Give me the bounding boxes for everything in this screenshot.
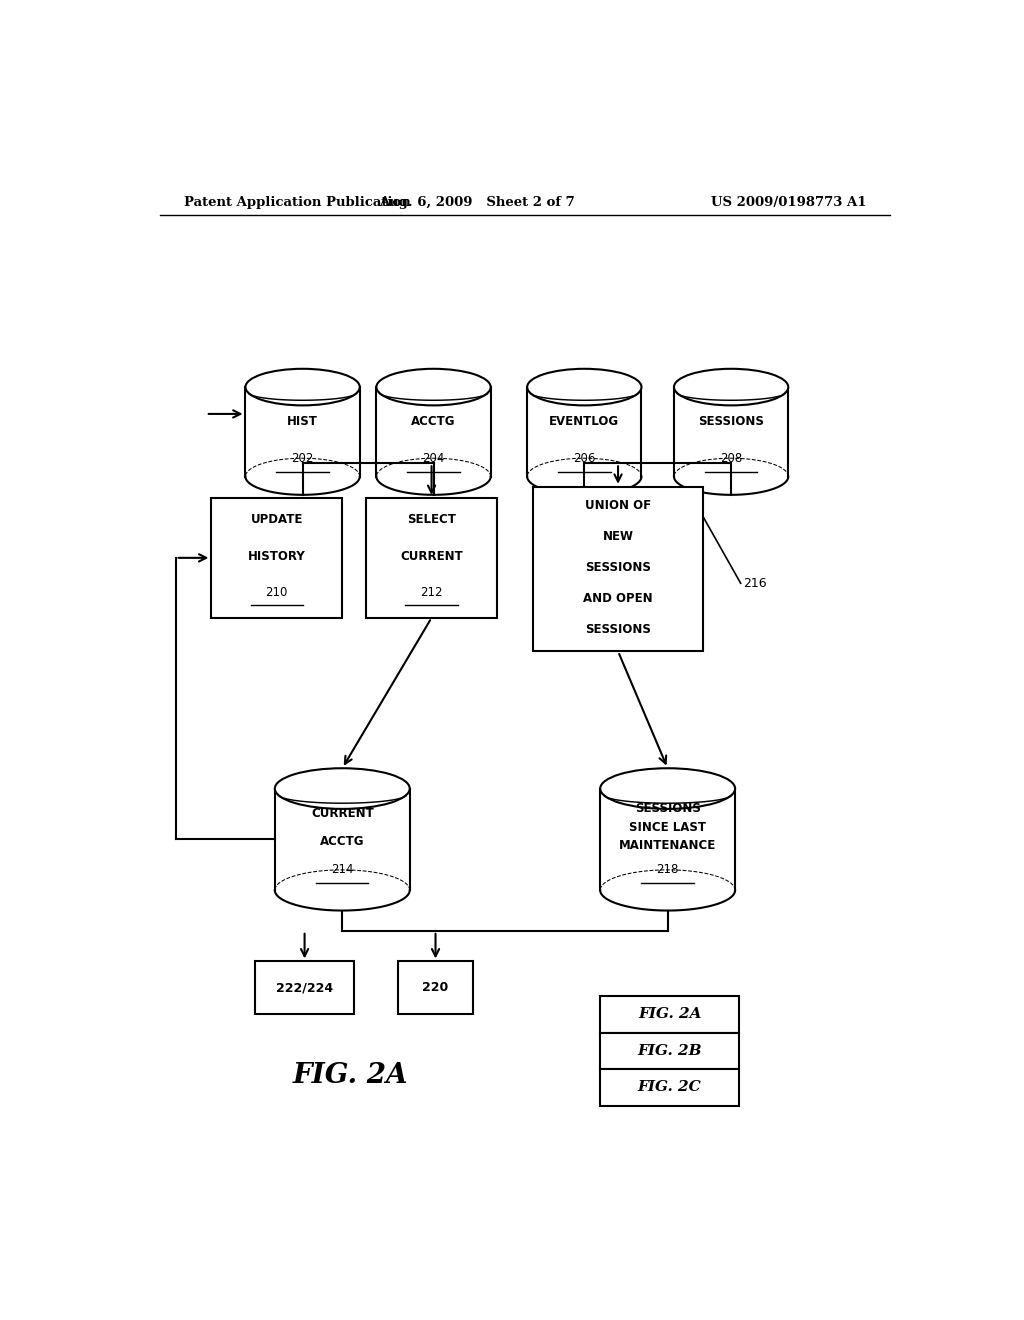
Text: NEW: NEW [602, 529, 634, 543]
Text: 216: 216 [743, 577, 767, 590]
Ellipse shape [600, 768, 735, 809]
FancyBboxPatch shape [600, 788, 735, 890]
Ellipse shape [274, 768, 410, 809]
Text: 206: 206 [573, 453, 596, 465]
Bar [397, 961, 473, 1014]
Bar [367, 498, 497, 618]
Text: FIG. 2B: FIG. 2B [637, 1044, 701, 1057]
Text: ACCTG: ACCTG [412, 414, 456, 428]
Text: SESSIONS: SESSIONS [698, 414, 764, 428]
Text: UPDATE: UPDATE [251, 513, 303, 527]
Text: SINCE LAST: SINCE LAST [629, 821, 707, 834]
Text: AND OPEN: AND OPEN [584, 593, 653, 605]
Text: UNION OF: UNION OF [585, 499, 651, 512]
Text: 210: 210 [265, 586, 288, 599]
Text: 204: 204 [422, 453, 444, 465]
Text: 208: 208 [720, 453, 742, 465]
Text: FIG. 2A: FIG. 2A [293, 1061, 408, 1089]
FancyBboxPatch shape [674, 387, 788, 477]
Text: FIG. 2C: FIG. 2C [638, 1080, 701, 1094]
Bar [600, 1069, 739, 1106]
FancyBboxPatch shape [246, 387, 359, 477]
Ellipse shape [377, 368, 490, 405]
Text: SELECT: SELECT [408, 513, 456, 527]
Text: US 2009/0198773 A1: US 2009/0198773 A1 [711, 195, 866, 209]
Text: EVENTLOG: EVENTLOG [549, 414, 620, 428]
FancyBboxPatch shape [274, 788, 410, 890]
Text: 222/224: 222/224 [276, 981, 333, 994]
Ellipse shape [246, 368, 359, 405]
FancyBboxPatch shape [377, 387, 490, 477]
Text: CURRENT: CURRENT [400, 549, 463, 562]
Ellipse shape [527, 368, 641, 405]
Text: ACCTG: ACCTG [321, 834, 365, 847]
Text: SESSIONS: SESSIONS [585, 623, 651, 636]
Text: HISTORY: HISTORY [248, 549, 306, 562]
Text: 212: 212 [420, 586, 442, 599]
Ellipse shape [674, 368, 788, 405]
Text: Patent Application Publication: Patent Application Publication [183, 195, 411, 209]
Text: 214: 214 [331, 863, 353, 876]
Bar [255, 961, 354, 1014]
Text: SESSIONS: SESSIONS [635, 803, 700, 814]
Text: CURRENT: CURRENT [311, 807, 374, 820]
Bar [600, 995, 739, 1032]
Text: FIG. 2A: FIG. 2A [638, 1007, 701, 1022]
Bar [532, 487, 703, 651]
Text: SESSIONS: SESSIONS [585, 561, 651, 574]
Text: HIST: HIST [287, 414, 318, 428]
Text: 220: 220 [422, 981, 449, 994]
Text: 202: 202 [292, 453, 313, 465]
Text: Aug. 6, 2009   Sheet 2 of 7: Aug. 6, 2009 Sheet 2 of 7 [379, 195, 575, 209]
Text: MAINTENANCE: MAINTENANCE [620, 840, 716, 853]
Bar [600, 1032, 739, 1069]
Bar [211, 498, 342, 618]
FancyBboxPatch shape [527, 387, 641, 477]
Text: 218: 218 [656, 863, 679, 876]
